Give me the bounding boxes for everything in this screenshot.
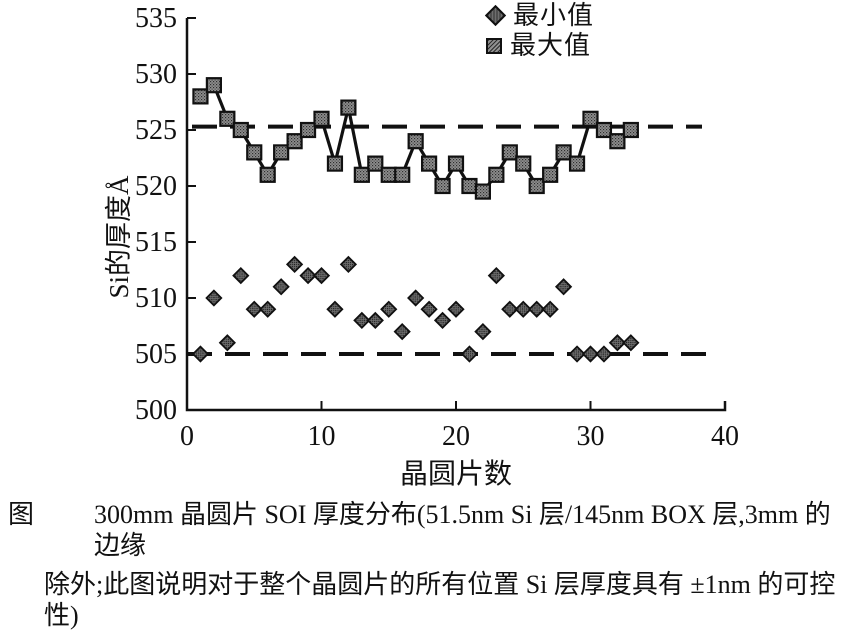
min-marker-diamond — [474, 322, 492, 341]
min-marker-diamond — [608, 334, 627, 352]
y-tick-label: 525 — [135, 115, 177, 146]
min-marker-diamond — [541, 300, 559, 318]
legend-item-max: 最大值 — [486, 31, 594, 60]
min-marker-diamond — [407, 289, 425, 307]
y-tick-label: 530 — [135, 59, 177, 90]
max-marker-square — [447, 155, 465, 172]
max-marker-square — [205, 77, 222, 94]
min-marker-diamond — [259, 300, 277, 318]
max-marker-square — [501, 144, 518, 161]
chart-canvas: 0 10 20 30 40 500 505 510 515 520 525 530 535 晶圆片数 Si的… — [104, 3, 739, 490]
x-tick-label: 20 — [442, 421, 470, 452]
caption-figure-label: 图 — [8, 500, 35, 529]
axes — [185, 18, 727, 412]
square-marker-icon — [486, 37, 502, 54]
min-marker-diamond — [514, 300, 532, 318]
min-marker-diamond — [380, 300, 398, 318]
chart-area: 0 10 20 30 40 500 505 510 515 520 525 530 535 晶圆片数 Si的… — [104, 0, 739, 490]
max-marker-square — [609, 133, 626, 150]
y-axis-label: Si的厚度Å — [104, 175, 134, 299]
min-marker-diamond — [581, 345, 600, 363]
min-marker-diamond — [366, 311, 384, 330]
figure: 0 10 20 30 40 500 505 510 515 520 525 530 535 晶圆片数 Si的… — [8, 0, 836, 631]
x-tick-label: 30 — [577, 421, 605, 452]
max-marker-square — [421, 155, 438, 172]
max-marker-square — [474, 183, 491, 200]
min-marker-diamond — [622, 334, 640, 352]
y-tick-label: 500 — [135, 395, 177, 426]
min-marker-diamond — [191, 345, 210, 363]
max-marker-square — [380, 166, 397, 183]
diamond-marker-icon — [484, 4, 507, 27]
legend-item-min: 最小值 — [484, 0, 595, 30]
max-marker-square — [394, 166, 411, 183]
min-marker-diamond — [285, 255, 304, 274]
max-marker-square — [286, 133, 303, 150]
max-marker-square — [434, 177, 451, 195]
min-marker-diamond — [433, 311, 452, 330]
min-marker-diamond — [595, 345, 613, 363]
min-marker-diamond — [326, 300, 344, 318]
min-marker-diamond — [420, 300, 438, 318]
max-marker-square — [367, 155, 384, 172]
max-marker-square — [353, 166, 370, 183]
min-marker-diamond — [501, 300, 519, 318]
max-marker-square — [313, 110, 330, 127]
min-marker-diamond — [339, 255, 358, 274]
caption-line-2: 除外;此图说明对于整个晶圆片的所有位置 Si 层厚度具有 ±1nm 的可控性) — [44, 570, 836, 631]
min-marker-diamond — [528, 300, 546, 318]
min-marker-diamond — [245, 300, 263, 318]
min-marker-diamond — [554, 278, 573, 296]
min-marker-diamond — [232, 266, 250, 285]
min-marker-diamond — [487, 266, 505, 285]
min-marker-diamond — [447, 300, 465, 318]
y-tick-label: 505 — [135, 339, 177, 370]
max-marker-square — [326, 155, 344, 172]
y-tick-label: 520 — [135, 171, 177, 202]
max-marker-square — [407, 133, 424, 150]
y-tick-label: 535 — [135, 3, 177, 34]
caption-line-1: 图 300mm 晶圆片 SOI 厚度分布(51.5nm Si 层/145nm B… — [0, 500, 855, 561]
max-marker-square — [299, 121, 317, 139]
max-marker-square — [192, 88, 209, 105]
min-marker-diamond — [299, 266, 317, 285]
max-marker-square — [259, 166, 276, 183]
max-marker-square — [340, 99, 357, 116]
min-marker-diamond — [218, 334, 236, 352]
max-marker-square — [528, 177, 545, 195]
x-tick-label: 40 — [711, 421, 739, 452]
max-marker-square — [582, 110, 599, 127]
caption-text-1: 300mm 晶圆片 SOI 厚度分布(51.5nm Si 层/145nm BOX… — [94, 500, 831, 560]
x-tick-label: 0 — [180, 421, 194, 452]
y-tick-label: 510 — [135, 283, 177, 314]
max-marker-square — [555, 144, 572, 161]
max-marker-square — [273, 144, 290, 161]
min-marker-diamond — [460, 345, 479, 363]
max-marker-square — [232, 121, 249, 139]
legend-label-max: 最大值 — [510, 30, 592, 60]
min-marker-diamond — [272, 278, 290, 296]
y-tick-label: 515 — [135, 227, 177, 258]
min-marker-diamond — [205, 289, 223, 307]
min-marker-diamond — [353, 311, 371, 330]
chart-legend: 最小值 最大值 — [484, 0, 595, 60]
max-marker-square — [488, 166, 505, 183]
max-marker-square — [515, 155, 532, 172]
max-marker-square — [542, 166, 559, 183]
min-marker-diamond — [568, 345, 586, 363]
max-marker-square — [568, 155, 586, 172]
max-marker-square — [622, 121, 639, 139]
max-marker-square — [595, 121, 613, 139]
max-marker-square — [461, 177, 478, 195]
legend-label-min: 最小值 — [513, 0, 595, 30]
min-marker-diamond — [312, 266, 331, 285]
x-axis-label: 晶圆片数 — [400, 458, 512, 490]
max-marker-square — [246, 144, 263, 161]
x-tick-label: 10 — [308, 421, 336, 452]
min-marker-diamond — [393, 322, 411, 341]
figure-caption: 图 300mm 晶圆片 SOI 厚度分布(51.5nm Si 层/145nm B… — [0, 500, 855, 632]
max-marker-square — [219, 110, 236, 127]
